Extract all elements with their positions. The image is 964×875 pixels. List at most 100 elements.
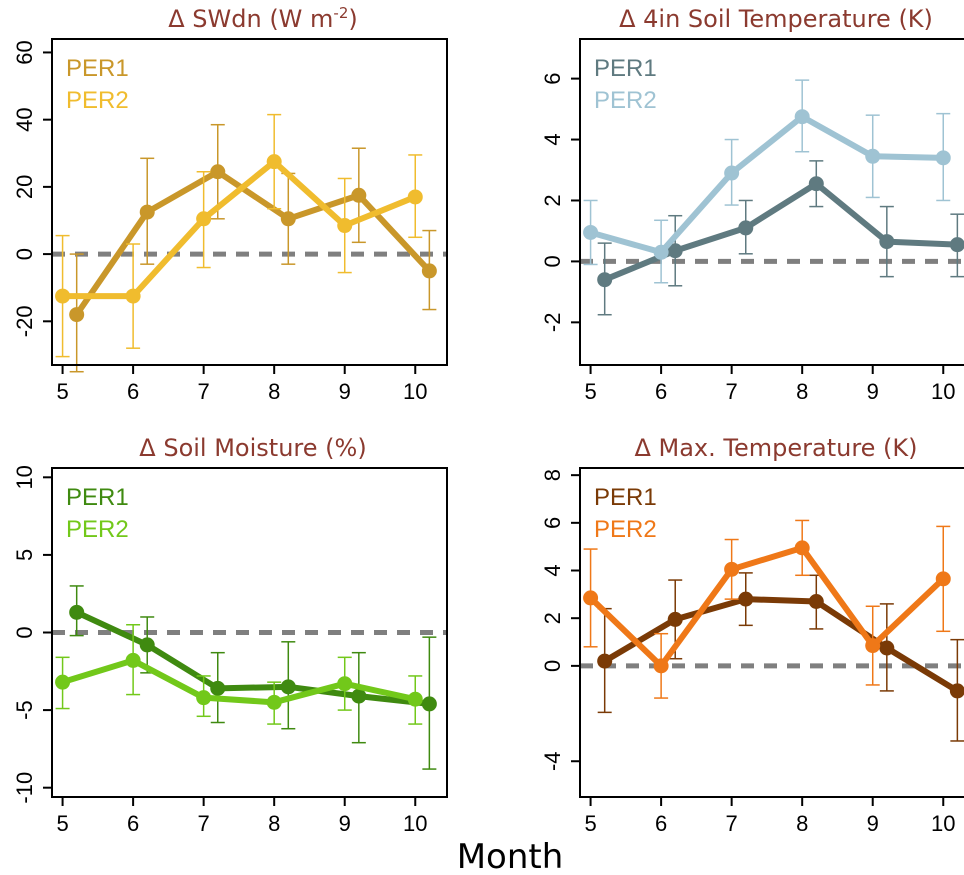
y-tick-label: 8 — [540, 469, 565, 481]
x-tick-label: 8 — [268, 379, 280, 404]
series-per2 — [55, 623, 423, 725]
data-point — [337, 676, 353, 692]
y-tick-label: 6 — [540, 72, 565, 84]
data-point — [69, 604, 85, 620]
data-point — [55, 288, 71, 304]
data-point — [667, 243, 683, 259]
data-point — [879, 640, 895, 656]
y-tick-label: -10 — [12, 772, 37, 804]
chart-panel-1: Δ SWdn (W m-2) PER1 PER2 5 6 7 8 9 10 -20 0 20 40 60 — [12, 4, 448, 404]
legend-entry: PER1 — [594, 55, 657, 82]
data-point — [949, 237, 964, 253]
y-tick-label: -20 — [12, 305, 37, 337]
series-line — [62, 158, 417, 300]
x-tick-label: 5 — [56, 811, 68, 836]
plot-frame — [579, 467, 964, 798]
chart-title: Δ Soil Moisture (%) — [139, 434, 366, 462]
data-point — [139, 204, 155, 220]
chart-panel-3: Δ Soil Moisture (%) PER1 PER2 5 6 7 8 9 10 -10 -5 0… — [12, 434, 448, 836]
data-point — [653, 658, 669, 674]
legend-entry: PER1 — [594, 484, 657, 511]
chart-panel-2: Δ 4in Soil Temperature (K) PER1 PER2 5 6 7 8 9 1… — [540, 5, 964, 404]
x-tick-label: 10 — [403, 379, 427, 404]
data-point — [210, 164, 226, 180]
y-tick-label: 4 — [540, 133, 565, 145]
y-tick-label: 20 — [12, 175, 37, 199]
data-point — [210, 680, 226, 696]
x-tick-label: 6 — [127, 811, 139, 836]
x-tick-label: 10 — [931, 811, 955, 836]
data-point — [266, 694, 282, 710]
data-point — [351, 688, 367, 704]
y-tick-label: -4 — [540, 751, 565, 771]
data-point — [935, 150, 951, 166]
data-point — [724, 561, 740, 577]
series-per1 — [69, 123, 437, 373]
x-tick-label: 7 — [198, 379, 210, 404]
y-tick-label: 6 — [540, 517, 565, 529]
x-tick-label: 10 — [931, 379, 955, 404]
data-point — [351, 187, 367, 203]
legend-entry: PER2 — [66, 87, 129, 114]
y-tick-label: 0 — [540, 660, 565, 672]
data-point — [653, 244, 669, 260]
legend-entry: PER2 — [594, 87, 657, 114]
data-point — [597, 272, 613, 288]
chart-title: Δ Max. Temperature (K) — [634, 434, 917, 462]
x-tick-label: 8 — [796, 379, 808, 404]
data-point — [280, 679, 296, 695]
y-tick-label: 10 — [12, 465, 37, 489]
x-tick-label: 6 — [655, 811, 667, 836]
data-point — [407, 189, 423, 205]
data-point — [949, 683, 964, 699]
chart-panel-4: Δ Max. Temperature (K) PER1 PER2 5 6 7 8 9 10 -4 0… — [540, 434, 964, 836]
plot-frame — [51, 38, 448, 366]
series-per2 — [583, 79, 951, 284]
series-per2 — [55, 113, 423, 358]
x-tick-label: 10 — [403, 811, 427, 836]
data-point — [808, 176, 824, 192]
data-point — [597, 653, 613, 669]
legend-entry: PER1 — [66, 484, 129, 511]
x-tick-label: 7 — [198, 811, 210, 836]
chart-title: Δ 4in Soil Temperature (K) — [619, 5, 933, 33]
data-point — [879, 234, 895, 250]
x-tick-label: 5 — [584, 811, 596, 836]
data-point — [125, 652, 141, 668]
series-per2 — [583, 519, 951, 699]
y-tick-label: 2 — [540, 194, 565, 206]
data-point — [865, 148, 881, 164]
data-point — [794, 540, 810, 556]
x-tick-label: 9 — [339, 379, 351, 404]
x-tick-label: 9 — [867, 379, 879, 404]
chart-title-superscript: -2 — [333, 4, 348, 22]
series-line — [74, 168, 432, 317]
x-tick-label: 5 — [56, 379, 68, 404]
x-tick-label: 6 — [655, 379, 667, 404]
series-per1 — [597, 160, 964, 316]
y-tick-label: 0 — [12, 626, 37, 638]
data-point — [935, 571, 951, 587]
data-point — [125, 288, 141, 304]
data-point — [55, 674, 71, 690]
y-tick-label: 60 — [12, 40, 37, 64]
x-tick-label: 9 — [339, 811, 351, 836]
y-tick-label: -2 — [540, 313, 565, 333]
x-tick-label: 8 — [268, 811, 280, 836]
series-line — [603, 596, 959, 694]
series-line — [75, 609, 430, 707]
data-point — [738, 220, 754, 236]
y-tick-label: 0 — [540, 255, 565, 267]
y-tick-label: 2 — [540, 612, 565, 624]
data-point — [724, 165, 740, 181]
legend-entry: PER2 — [66, 516, 129, 543]
y-tick-label: 4 — [540, 564, 565, 576]
series-line — [589, 113, 944, 256]
data-point — [583, 590, 599, 606]
chart-title-end: ) — [348, 5, 357, 33]
data-point — [865, 638, 881, 654]
data-point — [808, 594, 824, 610]
data-point — [583, 224, 599, 240]
data-point — [667, 611, 683, 627]
series-line — [588, 544, 946, 669]
